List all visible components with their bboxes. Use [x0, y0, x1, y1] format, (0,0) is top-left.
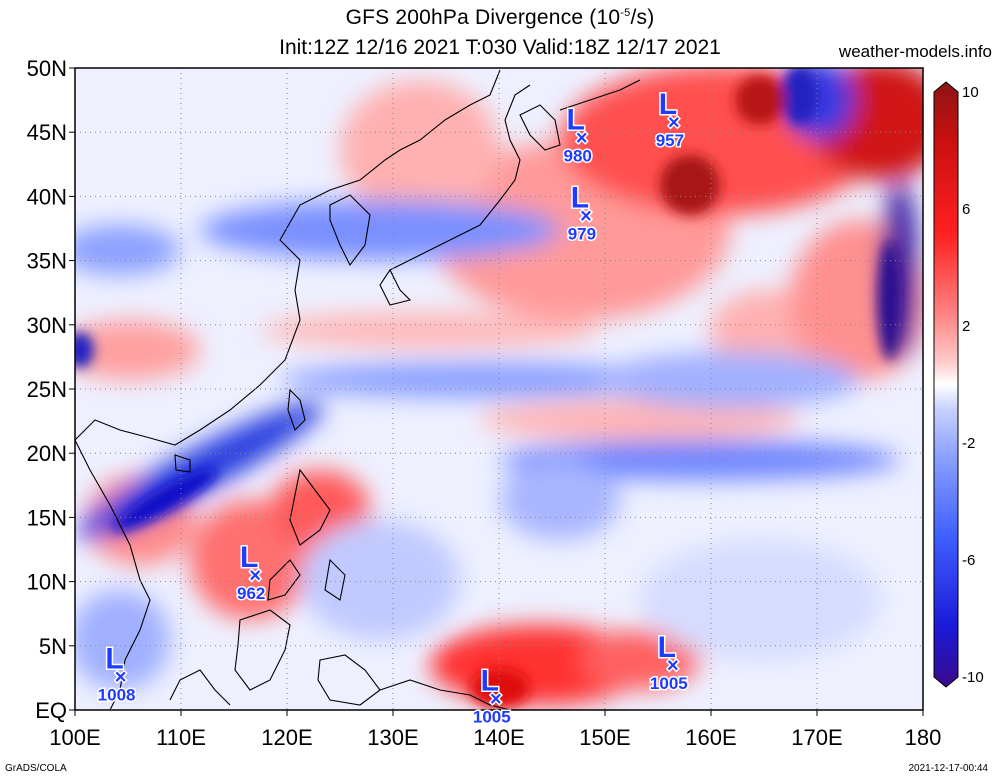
- lon-label: 110E: [156, 725, 206, 750]
- low-marker: L×957: [654, 86, 685, 151]
- low-pressure-value: 979: [568, 225, 596, 244]
- colorbar-label: -6: [962, 552, 975, 569]
- lon-label: 140E: [473, 725, 524, 750]
- low-pressure-value: 962: [237, 584, 265, 603]
- low-center-mark: ×: [668, 112, 680, 134]
- lat-label: EQ: [35, 698, 67, 723]
- lat-label: 45N: [27, 120, 67, 145]
- lat-label: 15N: [27, 505, 67, 530]
- lat-label: 20N: [27, 441, 67, 466]
- low-center-mark: ×: [580, 206, 592, 228]
- low-pressure-value: 957: [656, 131, 684, 150]
- colorbar-label: -2: [962, 435, 975, 452]
- low-pressure-value: 1005: [473, 707, 511, 726]
- low-marker: L×1008: [96, 641, 137, 706]
- lat-label: 35N: [27, 249, 67, 274]
- low-letter: L: [659, 88, 677, 121]
- source-credit: weather-models.info: [838, 42, 992, 61]
- low-pressure-value: 980: [563, 146, 591, 165]
- lat-label: 40N: [27, 184, 67, 209]
- low-pressure-value: 1005: [650, 674, 688, 693]
- low-letter: L: [571, 182, 589, 215]
- low-pressure-value: 1008: [98, 686, 136, 705]
- chart-subtitle: Init:12Z 12/16 2021 T:030 Valid:18Z 12/1…: [279, 36, 721, 59]
- low-letter: L: [658, 631, 676, 664]
- colorbar-label: 6: [962, 201, 970, 218]
- low-center-mark: ×: [249, 565, 261, 587]
- footer-left: GrADS/COLA: [5, 763, 67, 774]
- lon-label: 100E: [49, 725, 100, 750]
- colorbar-label: 10: [962, 84, 979, 101]
- low-marker: L×980: [562, 102, 593, 167]
- low-center-mark: ×: [490, 688, 502, 710]
- colorbar-label: -10: [962, 669, 984, 686]
- colorbar: 10 6 2 -2 -6 -10: [933, 81, 984, 688]
- low-marker: L×962: [236, 540, 267, 605]
- chart-title: GFS 200hPa Divergence (10-5/s): [345, 6, 655, 29]
- lon-label: 150E: [579, 725, 630, 750]
- low-center-mark: ×: [115, 667, 127, 689]
- lon-label: 160E: [685, 725, 736, 750]
- lat-label: 25N: [27, 377, 67, 402]
- low-letter: L: [567, 103, 585, 136]
- lat-label: 50N: [27, 56, 67, 81]
- low-letter: L: [240, 541, 258, 574]
- colorbar-bar: [933, 81, 959, 688]
- low-center-mark: ×: [576, 127, 588, 149]
- low-marker: L×1005: [471, 663, 512, 728]
- lon-label: 170E: [791, 725, 842, 750]
- lat-label: 5N: [39, 634, 67, 659]
- divergence-field: [75, 68, 923, 710]
- coastlines: [75, 69, 641, 710]
- latitude-axis: EQ 5N 10N 15N 20N 25N 30N 35N 40N 45N 50N: [27, 56, 75, 723]
- low-marker: L×1005: [648, 630, 689, 695]
- longitude-axis: 100E 110E 120E 130E 140E 150E 160E 170E 180: [49, 710, 941, 750]
- low-letter: L: [481, 664, 499, 697]
- colorbar-label: 2: [962, 318, 970, 335]
- low-center-mark: ×: [667, 655, 679, 677]
- grid-lines: [75, 68, 923, 710]
- low-letter: L: [105, 643, 123, 676]
- lon-label: 120E: [261, 725, 312, 750]
- lat-label: 30N: [27, 313, 67, 338]
- lon-label: 180: [905, 725, 942, 750]
- low-marker: L×979: [566, 180, 597, 245]
- footer-timestamp: 2021-12-17-00:44: [908, 763, 988, 774]
- lon-label: 130E: [367, 725, 418, 750]
- lat-label: 10N: [27, 570, 67, 595]
